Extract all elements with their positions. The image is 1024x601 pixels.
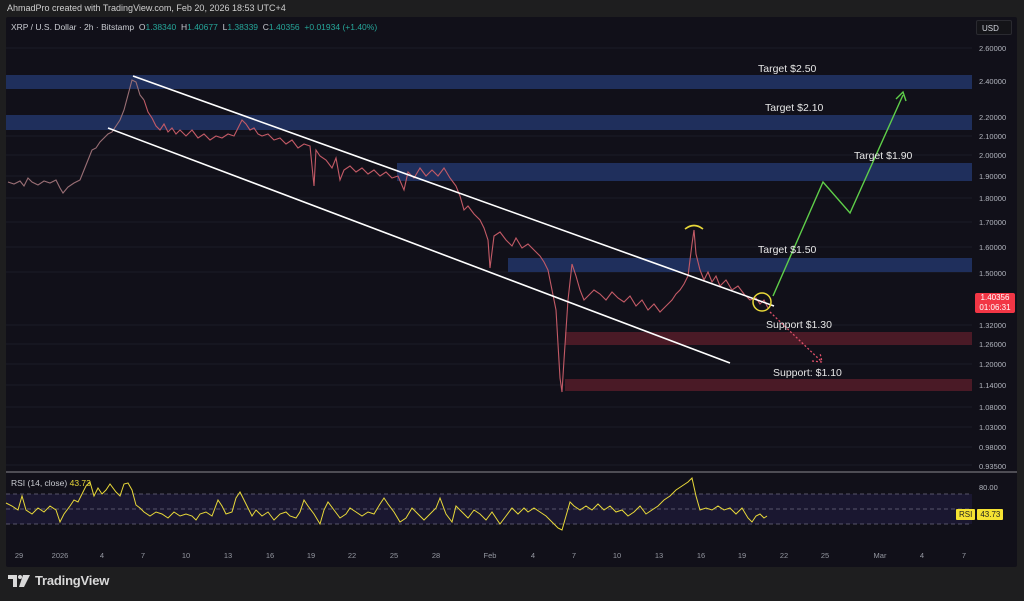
rsi-axis-80: 80.00 <box>979 483 998 492</box>
price-candles <box>7 79 769 393</box>
svg-text:2.60000: 2.60000 <box>979 44 1006 53</box>
svg-text:10: 10 <box>613 551 621 560</box>
svg-text:0.98000: 0.98000 <box>979 443 1006 452</box>
rsi-legend[interactable]: RSI (14, close) 43.73 <box>11 478 91 488</box>
svg-text:10: 10 <box>182 551 190 560</box>
svg-text:4: 4 <box>100 551 104 560</box>
svg-text:16: 16 <box>697 551 705 560</box>
price-axis[interactable]: 2.60000 2.40000 2.20000 2.10000 2.00000 1.9… <box>979 44 1006 471</box>
svg-text:7: 7 <box>962 551 966 560</box>
symbol-title: XRP / U.S. Dollar · 2h · Bitstamp <box>11 22 135 32</box>
open-label: O <box>138 22 146 32</box>
symbol-legend[interactable]: XRP / U.S. Dollar · 2h · Bitstamp O1.383… <box>11 22 377 32</box>
svg-text:1.32000: 1.32000 <box>979 321 1006 330</box>
bullish-projection-path[interactable] <box>772 94 904 297</box>
low-value: 1.38339 <box>227 22 259 32</box>
currency-button[interactable]: USD <box>976 20 1012 35</box>
tradingview-logo-icon <box>8 574 30 587</box>
svg-text:Mar: Mar <box>874 551 887 560</box>
svg-text:29: 29 <box>15 551 23 560</box>
svg-text:13: 13 <box>224 551 232 560</box>
svg-text:1.60000: 1.60000 <box>979 243 1006 252</box>
svg-text:19: 19 <box>738 551 746 560</box>
close-value: 1.40356 <box>268 22 300 32</box>
rsi-line <box>5 477 768 531</box>
svg-text:19: 19 <box>307 551 315 560</box>
svg-text:28: 28 <box>432 551 440 560</box>
svg-text:25: 25 <box>390 551 398 560</box>
svg-text:7: 7 <box>141 551 145 560</box>
svg-text:1.90000: 1.90000 <box>979 172 1006 181</box>
rsi-value-tag: RSI 43.73 <box>956 509 1004 520</box>
svg-text:4: 4 <box>531 551 535 560</box>
svg-text:1.50000: 1.50000 <box>979 269 1006 278</box>
channel-upper-line[interactable] <box>132 75 775 307</box>
svg-text:1.26000: 1.26000 <box>979 340 1006 349</box>
zone-target-1-90[interactable] <box>397 163 972 181</box>
zone-support-1-10[interactable] <box>565 379 972 391</box>
rsi-current-value: 43.73 <box>69 478 91 488</box>
tradingview-logo[interactable]: TradingView <box>8 573 109 588</box>
svg-text:7: 7 <box>572 551 576 560</box>
svg-text:1.14000: 1.14000 <box>979 381 1006 390</box>
svg-text:2026: 2026 <box>52 551 69 560</box>
zone-target-2-50[interactable] <box>6 75 972 89</box>
zone-label-target-1-90: Target $1.90 <box>854 150 913 162</box>
zone-label-support-1-10: Support: $1.10 <box>773 367 842 379</box>
svg-text:2.40000: 2.40000 <box>979 77 1006 86</box>
last-price-value: 1.40356 <box>980 293 1010 302</box>
svg-text:1.20000: 1.20000 <box>979 360 1006 369</box>
svg-text:0.93500: 0.93500 <box>979 462 1006 471</box>
open-value: 1.38340 <box>145 22 177 32</box>
svg-text:16: 16 <box>266 551 274 560</box>
bar-countdown: 01:06:31 <box>979 303 1011 312</box>
time-axis[interactable]: 29 2026 4 7 10 13 16 19 22 25 28 Feb 4 7 10 13 16 19… <box>15 551 966 560</box>
zone-label-target-2-10: Target $2.10 <box>765 102 824 114</box>
zone-label-target-1-50: Target $1.50 <box>758 244 817 256</box>
zone-label-target-2-50: Target $2.50 <box>758 63 817 75</box>
change-value: +0.01934 (+1.40%) <box>304 22 378 32</box>
svg-text:22: 22 <box>348 551 356 560</box>
chart-credit: AhmadPro created with TradingView.com, F… <box>7 3 286 13</box>
rsi-tag-value: 43.73 <box>977 509 1004 520</box>
tradingview-logo-text: TradingView <box>35 573 110 588</box>
chart-frame[interactable] <box>6 17 1017 567</box>
svg-text:Feb: Feb <box>484 551 497 560</box>
svg-text:1.03000: 1.03000 <box>979 423 1006 432</box>
svg-text:1.80000: 1.80000 <box>979 194 1006 203</box>
bearish-arrow-head-icon <box>811 352 823 363</box>
high-label: H <box>180 22 188 32</box>
bullish-arrow-head-icon <box>895 90 907 102</box>
high-value: 1.40677 <box>187 22 218 32</box>
svg-text:4: 4 <box>920 551 924 560</box>
svg-text:2.00000: 2.00000 <box>979 151 1006 160</box>
svg-text:1.70000: 1.70000 <box>979 218 1006 227</box>
rsi-title: RSI (14, close) <box>11 478 68 488</box>
close-label: C <box>262 22 269 32</box>
svg-text:2.10000: 2.10000 <box>979 132 1006 141</box>
zone-label-support-1-30: Support $1.30 <box>766 319 832 331</box>
svg-text:22: 22 <box>780 551 788 560</box>
zone-target-1-50[interactable] <box>508 258 972 272</box>
svg-text:25: 25 <box>821 551 829 560</box>
rsi-tag-label: RSI <box>956 509 976 520</box>
svg-text:1.08000: 1.08000 <box>979 403 1006 412</box>
bearish-projection-path[interactable] <box>769 311 823 363</box>
zone-support-1-30[interactable] <box>565 332 972 345</box>
svg-text:2.20000: 2.20000 <box>979 113 1006 122</box>
breakout-highlight-circle[interactable] <box>752 292 772 312</box>
last-price-tag: 1.40356 01:06:31 <box>975 293 1015 313</box>
low-label: L <box>222 22 228 32</box>
channel-lower-line[interactable] <box>107 127 731 364</box>
rsi-band-lines <box>6 493 972 525</box>
spike-high-arc[interactable] <box>684 224 704 230</box>
svg-text:13: 13 <box>655 551 663 560</box>
